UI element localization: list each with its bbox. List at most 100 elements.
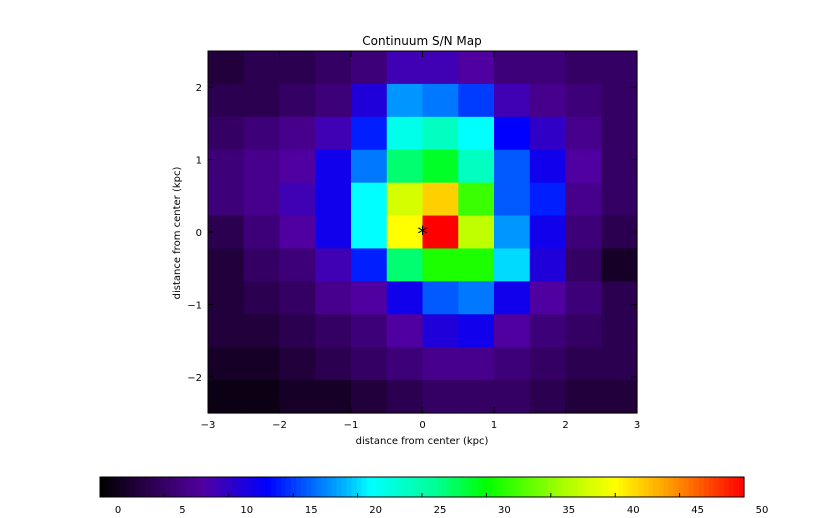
heatmap-cell xyxy=(208,215,245,250)
heatmap-cell xyxy=(386,314,424,348)
heatmap-cell xyxy=(351,248,388,282)
heatmap-cell xyxy=(422,314,459,348)
heatmap-cell xyxy=(601,116,638,151)
colorbar-tick-label: 20 xyxy=(369,505,382,516)
colorbar-tick-label: 15 xyxy=(305,505,318,516)
heatmap-cell xyxy=(458,182,495,217)
colorbar-swatch xyxy=(240,477,247,497)
heatmap-cell xyxy=(315,51,352,85)
heatmap-cell xyxy=(422,182,459,217)
colorbar-swatch xyxy=(261,477,267,497)
heatmap-cell xyxy=(601,248,638,282)
colorbar-swatch xyxy=(110,477,116,497)
heatmap-cell xyxy=(315,182,352,217)
heatmap-cell xyxy=(601,51,638,85)
colorbar-swatch xyxy=(346,477,353,497)
colorbar-tick-label: 0 xyxy=(115,505,121,516)
heatmap-cell xyxy=(315,149,352,184)
colorbar-tick-label: 25 xyxy=(434,505,447,516)
colorbar-swatch xyxy=(245,477,252,497)
heatmap-cell xyxy=(494,83,531,118)
heatmap-cell xyxy=(494,281,531,315)
heatmap-cell xyxy=(208,149,245,184)
colorbar-swatch xyxy=(225,477,232,497)
colorbar-swatch xyxy=(381,477,388,497)
heatmap-cell xyxy=(529,215,567,250)
colorbar-swatch xyxy=(738,477,745,497)
colorbar-swatch xyxy=(301,477,307,497)
colorbar-swatch xyxy=(155,477,161,497)
colorbar-swatch xyxy=(658,477,665,497)
heatmap-cell xyxy=(351,314,388,348)
colorbar-swatch xyxy=(638,477,644,497)
heatmap-cell xyxy=(351,83,388,118)
colorbar-swatch xyxy=(688,477,695,497)
heatmap-cell xyxy=(601,347,638,381)
colorbar-swatch xyxy=(567,477,574,497)
colorbar-tick-label: 30 xyxy=(498,505,511,516)
heatmap-cell xyxy=(565,281,602,315)
heatmap-cell xyxy=(601,83,638,118)
heatmap-cell xyxy=(279,182,316,217)
heatmap-cell xyxy=(565,314,602,348)
y-tick-label: 1 xyxy=(196,156,202,167)
colorbar-swatch xyxy=(668,477,675,497)
heatmap-cell xyxy=(351,51,388,85)
colorbar-tick-label: 45 xyxy=(691,505,704,516)
colorbar-swatch xyxy=(703,477,710,497)
heatmap-cell xyxy=(422,116,459,151)
colorbar-swatch xyxy=(532,477,539,497)
heatmap-cell xyxy=(208,83,245,118)
heatmap-cell xyxy=(315,281,352,315)
heatmap-cell xyxy=(315,380,352,414)
heatmap-cell xyxy=(601,182,638,217)
heatmap-cell xyxy=(422,281,459,315)
heatmap-cell xyxy=(208,380,245,414)
heatmap-cell xyxy=(208,314,245,348)
heatmap-cell xyxy=(386,248,424,282)
colorbar-swatch xyxy=(512,477,519,497)
heatmap-cell xyxy=(315,248,352,282)
heatmap-cell xyxy=(279,51,316,85)
heatmap-cell xyxy=(386,347,424,381)
colorbar-swatch xyxy=(457,477,463,497)
colorbar-swatch xyxy=(180,477,187,497)
colorbar-swatch xyxy=(593,477,599,497)
colorbar-swatch xyxy=(145,477,151,497)
heatmap-cell xyxy=(494,248,531,282)
colorbar-swatch xyxy=(542,477,549,497)
colorbar-swatch xyxy=(371,477,378,497)
heatmap-cell xyxy=(494,149,531,184)
colorbar-swatch xyxy=(733,477,740,497)
heatmap-cell xyxy=(243,248,281,282)
colorbar-swatch xyxy=(130,477,136,497)
heatmap-cell xyxy=(315,215,352,250)
colorbar-swatch xyxy=(215,477,222,497)
y-tick-label: 0 xyxy=(196,228,202,239)
colorbar-tick-label: 50 xyxy=(756,505,769,516)
heatmap-cell xyxy=(386,116,424,151)
heatmap-cell xyxy=(601,149,638,184)
colorbar-swatch xyxy=(306,477,312,497)
heatmap-cell xyxy=(529,248,567,282)
colorbar-swatch xyxy=(572,477,579,497)
heatmap-cell xyxy=(565,248,602,282)
colorbar-swatch xyxy=(271,477,277,497)
colorbar-swatch xyxy=(613,477,619,497)
colorbar-swatch xyxy=(296,477,302,497)
heatmap-cell xyxy=(243,347,281,381)
heatmap-cell xyxy=(494,116,531,151)
colorbar-swatch xyxy=(522,477,529,497)
colorbar-swatch xyxy=(698,477,705,497)
heatmap-cell xyxy=(208,347,245,381)
colorbar-tick-label: 5 xyxy=(179,505,185,516)
colorbar-swatch xyxy=(683,477,690,497)
x-tick-label: −3 xyxy=(201,420,216,431)
colorbar-swatch xyxy=(150,477,156,497)
colorbar-swatch xyxy=(673,477,680,497)
heatmap-cell xyxy=(208,248,245,282)
colorbar-swatch xyxy=(351,477,358,497)
heatmap-cell xyxy=(351,380,388,414)
colorbar-swatch xyxy=(432,477,438,497)
colorbar-swatch xyxy=(577,477,584,497)
